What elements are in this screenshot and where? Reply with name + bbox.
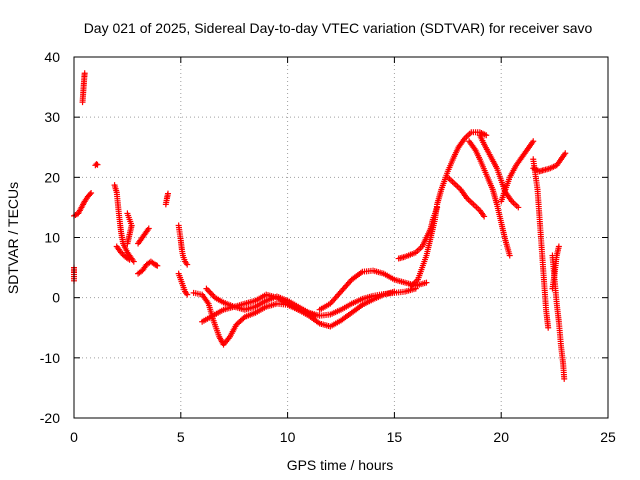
data-point — [545, 324, 552, 331]
data-point — [154, 262, 161, 269]
data-point — [184, 291, 191, 298]
x-tick-label: 15 — [387, 429, 403, 445]
data-point — [93, 161, 100, 168]
data-point — [423, 279, 430, 286]
data-points — [71, 70, 569, 382]
x-axis-label: GPS time / hours — [287, 457, 394, 473]
x-tick-label: 5 — [177, 429, 185, 445]
y-axis-label: SDTVAR / TECUs — [5, 182, 21, 294]
y-tick-label: 40 — [44, 49, 60, 65]
y-tick-label: 10 — [44, 230, 60, 246]
data-point — [561, 375, 568, 382]
data-point — [81, 70, 88, 77]
y-tick-label: 30 — [44, 109, 60, 125]
data-point — [124, 240, 131, 247]
data-point — [506, 252, 513, 259]
y-tick-label: 0 — [52, 290, 60, 306]
data-point — [530, 138, 537, 145]
grid-lines — [74, 57, 608, 418]
data-point — [555, 243, 562, 250]
y-tick-label: -20 — [40, 410, 60, 426]
data-point — [562, 150, 569, 157]
chart-title: Day 021 of 2025, Sidereal Day-to-day VTE… — [84, 20, 593, 36]
data-point — [481, 213, 488, 220]
data-point — [184, 261, 191, 268]
x-tick-label: 25 — [600, 429, 616, 445]
axis-ticks: 0 5 10 15 20 25 -20 -10 0 10 20 30 40 — [40, 49, 616, 445]
data-point — [130, 258, 137, 265]
x-tick-label: 20 — [493, 429, 509, 445]
data-point — [145, 225, 152, 232]
data-point — [88, 189, 95, 196]
x-tick-label: 10 — [280, 429, 296, 445]
data-point — [126, 256, 133, 263]
data-point — [515, 204, 522, 211]
data-point — [94, 161, 101, 168]
data-point — [312, 312, 319, 319]
x-tick-label: 0 — [70, 429, 78, 445]
plot-frame — [73, 56, 609, 419]
data-point — [153, 262, 160, 269]
y-tick-label: -10 — [40, 350, 60, 366]
y-tick-label: 20 — [44, 169, 60, 185]
data-point — [164, 190, 171, 197]
data-point — [483, 132, 490, 139]
data-point — [87, 191, 94, 198]
